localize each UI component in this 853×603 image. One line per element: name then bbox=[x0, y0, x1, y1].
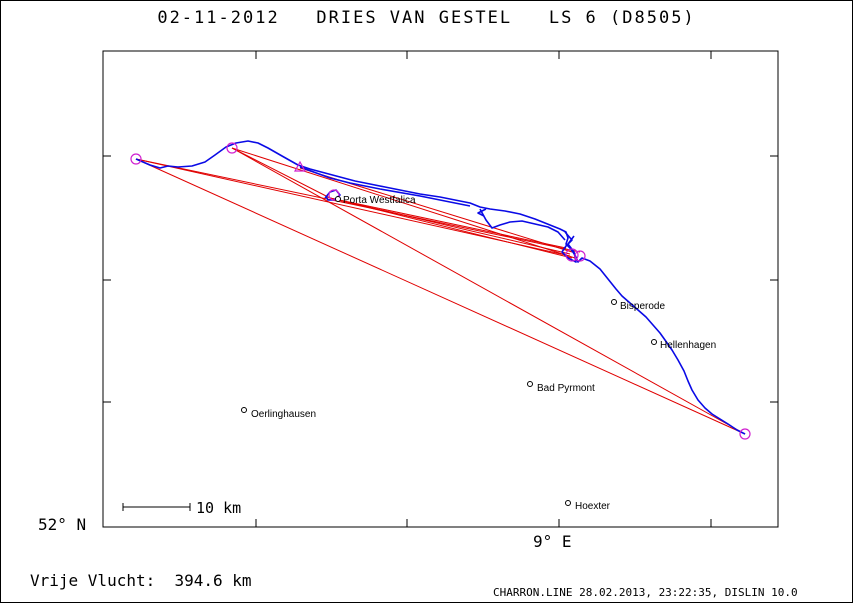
place-label-bisperode: Bisperode bbox=[620, 301, 666, 312]
turnpoint-2 bbox=[226, 142, 238, 154]
flight-distance: Vrije Vlucht: 394.6 km bbox=[30, 571, 252, 590]
scale-bar bbox=[122, 503, 191, 511]
place-label-porta-westfalica: Porta Westfalica bbox=[343, 195, 416, 206]
latitude-label: 52° N bbox=[38, 515, 87, 534]
longitude-label: 9° E bbox=[533, 532, 572, 551]
scale-bar-label: 10 km bbox=[196, 499, 242, 517]
finish-turnpoint bbox=[739, 428, 751, 440]
start-triangle bbox=[293, 160, 307, 172]
place-label-hoexter: Hoexter bbox=[575, 501, 611, 512]
flight-track bbox=[135, 140, 746, 435]
place-label-hellenhagen: Hellenhagen bbox=[660, 340, 717, 351]
turnpoint-markers bbox=[130, 142, 751, 440]
footer-credit: CHARRON.LINE 28.02.2013, 23:22:35, DISLI… bbox=[493, 586, 798, 599]
start-turnpoint bbox=[130, 153, 142, 165]
turnpoint-porta bbox=[328, 189, 340, 201]
plot-frame bbox=[102, 50, 779, 528]
map-title: 02-11-2012 DRIES VAN GESTEL LS 6 (D8505) bbox=[157, 8, 696, 28]
place-label-oerlinghausen: Oerlinghausen bbox=[251, 409, 317, 420]
turnpoint-5 bbox=[574, 250, 586, 262]
place-markers bbox=[241, 196, 657, 506]
turnpoint-4 bbox=[565, 248, 579, 262]
task-lines bbox=[135, 147, 746, 435]
axis-ticks bbox=[103, 51, 778, 527]
place-label-bad-pyrmont: Bad Pyrmont bbox=[537, 383, 595, 394]
